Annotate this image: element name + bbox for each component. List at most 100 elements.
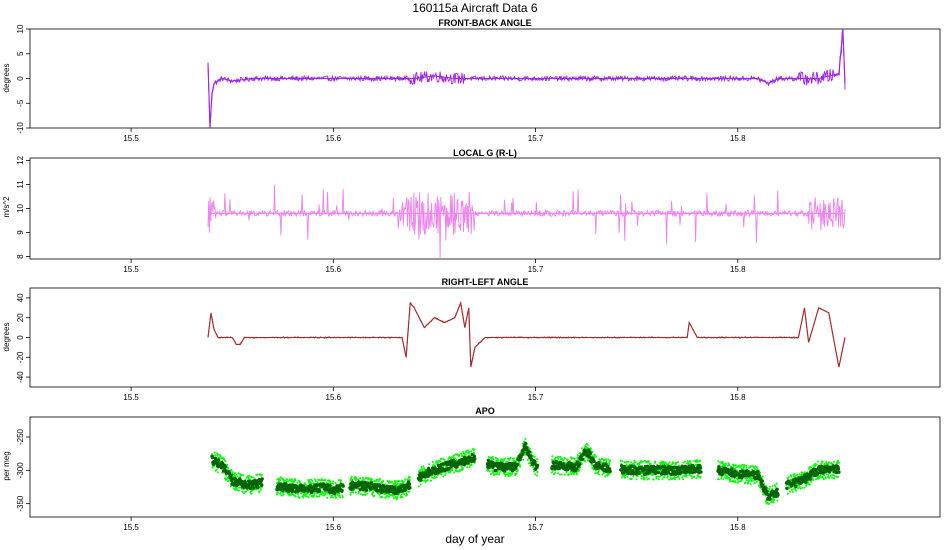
apo-point-halo (503, 473, 506, 475)
apo-point-halo (504, 457, 507, 460)
apo-point (679, 470, 683, 475)
apo-point-halo (329, 480, 332, 483)
apo-point-halo (751, 468, 753, 471)
apo-point-halo (536, 474, 539, 477)
apo-point-halo (755, 466, 758, 469)
y-tick-label: 10 (16, 204, 25, 213)
apo-point (689, 468, 693, 472)
x-tick-label: 15.7 (528, 523, 544, 532)
apo-point (473, 457, 477, 461)
apo-point-halo (827, 475, 830, 478)
apo-point-halo (451, 469, 453, 472)
apo-point-halo (586, 443, 589, 446)
apo-point-halo (359, 493, 362, 495)
apo-point (763, 486, 768, 491)
apo-point-halo (643, 477, 646, 480)
y-tick-label: 40 (16, 293, 25, 302)
apo-point-halo (794, 474, 797, 477)
apo-point-halo (337, 479, 340, 482)
apo-point-halo (627, 460, 630, 463)
apo-point (369, 481, 374, 485)
apo-point-halo (428, 463, 431, 466)
apo-point-halo (229, 485, 232, 488)
apo-point-halo (787, 476, 790, 479)
apo-point-halo (406, 493, 409, 496)
y-tick-label: -20 (16, 351, 25, 363)
apo-point-halo (533, 455, 536, 458)
apo-point-halo (828, 461, 830, 464)
apo-point-halo (431, 460, 434, 463)
apo-point (592, 459, 596, 463)
apo-point-halo (313, 494, 316, 497)
apo-point (776, 493, 780, 497)
apo-point (717, 465, 721, 469)
apo-point-halo (316, 481, 319, 484)
apo-point-halo (761, 475, 764, 478)
apo-point-halo (805, 485, 808, 487)
apo-point (561, 462, 566, 466)
apo-point (501, 462, 506, 467)
apo-point-halo (473, 448, 476, 451)
apo-point-halo (236, 475, 239, 478)
apo-point (523, 441, 528, 445)
apo-point-halo (636, 475, 639, 478)
apo-point-halo (350, 477, 353, 480)
apo-point-halo (812, 466, 815, 469)
apo-point-halo (310, 482, 313, 484)
apo-point-halo (458, 454, 461, 456)
apo-point-halo (816, 460, 819, 463)
apo-point-halo (224, 460, 227, 463)
apo-point (503, 469, 507, 473)
apo-point-halo (565, 470, 568, 473)
apo-point-halo (227, 467, 230, 469)
apo-point-halo (576, 454, 579, 457)
apo-point-halo (608, 462, 611, 465)
apo-point-halo (685, 475, 688, 478)
apo-point-halo (492, 472, 495, 475)
apo-point-halo (573, 457, 576, 460)
apo-point-halo (688, 460, 691, 463)
apo-point-halo (551, 469, 554, 472)
apo-point-halo (536, 470, 539, 473)
apo-point-halo (695, 463, 697, 466)
apo-point-halo (792, 485, 795, 488)
apo-point (361, 488, 365, 492)
apo-point (554, 459, 558, 464)
apo-point-halo (324, 478, 327, 481)
x-tick-label: 15.5 (123, 393, 139, 402)
apo-point (666, 470, 670, 474)
apo-point-halo (408, 479, 411, 481)
apo-point-halo (690, 475, 693, 478)
apo-point-halo (624, 476, 627, 479)
apo-point-halo (814, 464, 817, 467)
apo-point-halo (460, 465, 463, 468)
apo-point-halo (720, 475, 723, 478)
apo-point-halo (557, 455, 560, 458)
apo-point (403, 488, 408, 492)
apo-point-halo (216, 471, 219, 474)
y-axis-label-right-left-angle: degrees (2, 323, 11, 352)
apo-point (719, 467, 723, 471)
apo-point-halo (657, 475, 659, 478)
apo-point-halo (324, 492, 327, 495)
apo-point-halo (455, 459, 458, 461)
apo-point-halo (322, 492, 325, 495)
apo-point-halo (533, 470, 535, 473)
apo-point-halo (454, 457, 457, 460)
apo-point-halo (635, 478, 638, 481)
apo-point (804, 480, 808, 484)
apo-point-halo (797, 487, 800, 490)
apo-point-halo (551, 455, 554, 458)
apo-point-halo (444, 471, 447, 474)
apo-point-halo (672, 462, 675, 465)
apo-point-halo (518, 463, 521, 466)
apo-point-halo (452, 454, 455, 457)
apo-point-halo (749, 465, 752, 467)
apo-point-halo (803, 471, 806, 474)
apo-point-halo (468, 466, 471, 469)
apo-point-halo (341, 496, 344, 499)
apo-point (587, 455, 592, 459)
apo-point-halo (729, 478, 732, 480)
apo-point-halo (276, 491, 279, 494)
y-axis-label-front-back-angle: degrees (2, 64, 11, 93)
